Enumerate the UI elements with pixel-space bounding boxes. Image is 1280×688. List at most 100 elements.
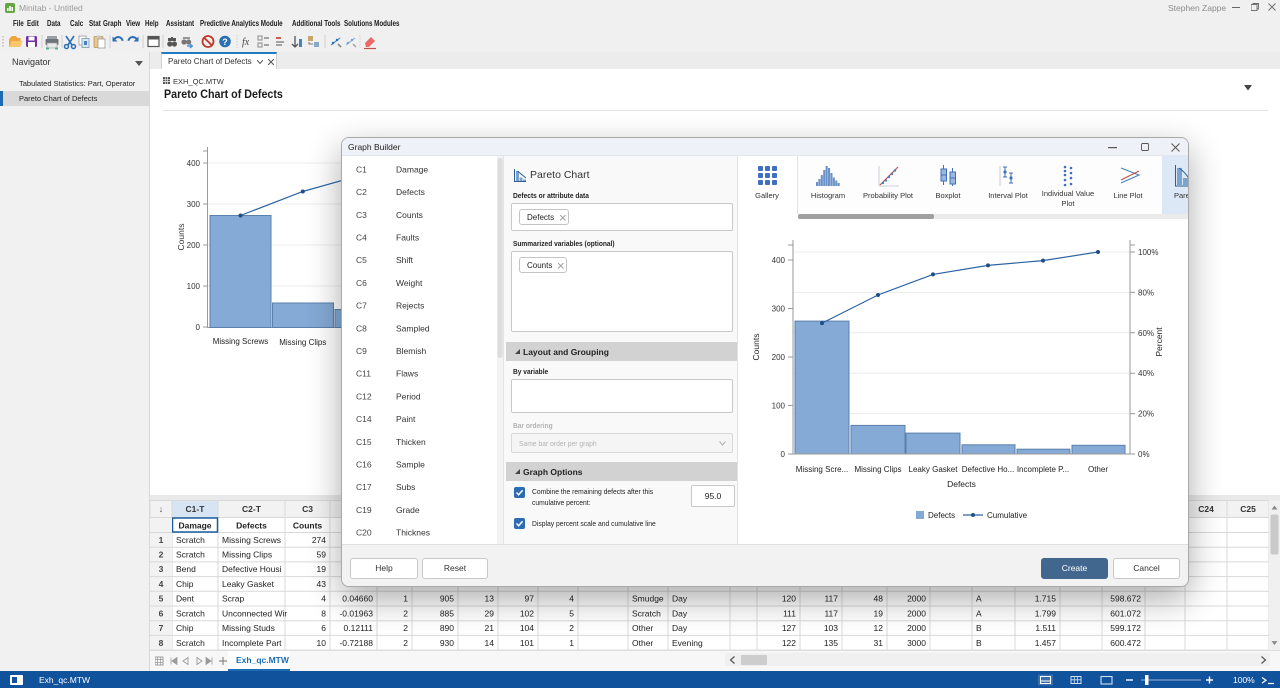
svg-text:5: 5 [569,608,574,618]
svg-text:Other: Other [632,623,653,633]
svg-text:C12: C12 [356,391,372,401]
svg-text:C15: C15 [356,437,372,447]
svg-text:59: 59 [317,550,327,560]
svg-text:Line Plot: Line Plot [1113,191,1143,200]
svg-text:C6: C6 [356,278,367,288]
svg-text:Boxplot: Boxplot [935,191,961,200]
svg-text:Pareto: Pareto [1174,191,1189,200]
svg-text:Scratch: Scratch [176,608,205,618]
svg-text:Defective Ho...: Defective Ho... [962,465,1014,474]
svg-text:0%: 0% [1138,450,1150,459]
svg-text:19: 19 [317,564,327,574]
svg-text:10: 10 [317,638,327,648]
svg-text:21: 21 [485,623,495,633]
svg-text:Defective Housi: Defective Housi [222,564,282,574]
svg-text:C4: C4 [356,233,367,243]
svg-text:2: 2 [403,608,408,618]
svg-text:1.511: 1.511 [1035,623,1056,633]
svg-text:4: 4 [321,594,326,604]
svg-text:6: 6 [321,623,326,633]
svg-text:Chip: Chip [176,623,194,633]
svg-text:104: 104 [520,623,534,633]
svg-text:B: B [976,623,982,633]
svg-text:200: 200 [772,353,786,362]
svg-text:Plot: Plot [1062,199,1076,208]
svg-text:101: 101 [520,638,534,648]
svg-text:Day: Day [672,594,688,604]
svg-text:Incomplete Part: Incomplete Part [222,638,282,648]
svg-text:Missing Clips: Missing Clips [854,465,901,474]
svg-text:Blemish: Blemish [396,346,427,356]
svg-text:598.672: 598.672 [1110,594,1141,604]
svg-text:0.04660: 0.04660 [342,594,373,604]
svg-text:Day: Day [672,608,688,618]
svg-text:Missing Screws: Missing Screws [213,337,269,346]
svg-text:Counts: Counts [293,521,323,531]
svg-text:135: 135 [824,638,838,648]
svg-text:2: 2 [159,550,164,560]
svg-text:Scratch: Scratch [176,550,205,560]
svg-text:C19: C19 [356,505,372,515]
svg-text:Damage: Damage [396,164,428,174]
svg-text:Defects: Defects [947,479,976,489]
svg-text:Missing Studs: Missing Studs [222,623,275,633]
svg-text:?: ? [222,37,228,47]
svg-text:Scratch: Scratch [176,638,205,648]
svg-text:Histogram: Histogram [811,191,845,200]
svg-text:Probability Plot: Probability Plot [863,191,914,200]
svg-text:Defects: Defects [236,521,267,531]
svg-text:1.457: 1.457 [1035,638,1057,648]
svg-text:890: 890 [440,623,454,633]
svg-text:13: 13 [485,594,495,604]
svg-text:274: 274 [312,535,326,545]
svg-text:120: 120 [782,594,796,604]
svg-text:100: 100 [772,402,786,411]
svg-text:Unconnected Wir: Unconnected Wir [222,608,287,618]
svg-text:Scratch: Scratch [176,535,205,545]
svg-text:102: 102 [520,608,534,618]
svg-text:885: 885 [440,608,454,618]
svg-text:4: 4 [159,579,164,589]
svg-text:0.12111: 0.12111 [344,623,374,633]
svg-text:Other: Other [632,638,653,648]
svg-text:1: 1 [159,535,164,545]
svg-text:43: 43 [317,579,327,589]
svg-text:2000: 2000 [907,594,926,604]
svg-text:100%: 100% [1233,675,1255,685]
svg-text:Paint: Paint [396,414,416,424]
svg-text:Missing Clips: Missing Clips [279,338,326,347]
svg-text:Defects: Defects [928,511,955,520]
svg-text:Gallery: Gallery [755,191,779,200]
svg-text:C20: C20 [356,528,372,538]
svg-text:Shift: Shift [396,255,414,265]
svg-text:Individual Value: Individual Value [1042,189,1094,198]
svg-text:C7: C7 [356,301,367,311]
svg-text:117: 117 [824,594,838,604]
svg-text:Scratch: Scratch [632,608,661,618]
svg-text:2: 2 [403,623,408,633]
svg-text:300: 300 [187,200,201,209]
svg-text:-0.01963: -0.01963 [339,608,373,618]
svg-text:A: A [976,594,982,604]
svg-text:80%: 80% [1138,288,1154,297]
svg-text:7: 7 [159,623,164,633]
svg-text:Dent: Dent [176,594,195,604]
svg-text:14: 14 [485,638,495,648]
svg-text:Chip: Chip [176,579,194,589]
svg-text:48: 48 [874,594,884,604]
svg-text:C2: C2 [356,187,367,197]
svg-text:1.799: 1.799 [1035,608,1057,618]
svg-text:400: 400 [187,159,201,168]
svg-text:1: 1 [569,638,574,648]
svg-text:117: 117 [824,608,838,618]
svg-text:127: 127 [782,623,796,633]
svg-text:Day: Day [672,623,688,633]
svg-text:2: 2 [569,623,574,633]
svg-text:Percent: Percent [1154,327,1164,357]
svg-text:1.715: 1.715 [1035,594,1057,604]
svg-text:Weight: Weight [396,278,423,288]
svg-text:Scrap: Scrap [222,594,244,604]
svg-text:0: 0 [196,323,201,332]
svg-text:Grade: Grade [396,505,420,515]
svg-text:930: 930 [440,638,454,648]
